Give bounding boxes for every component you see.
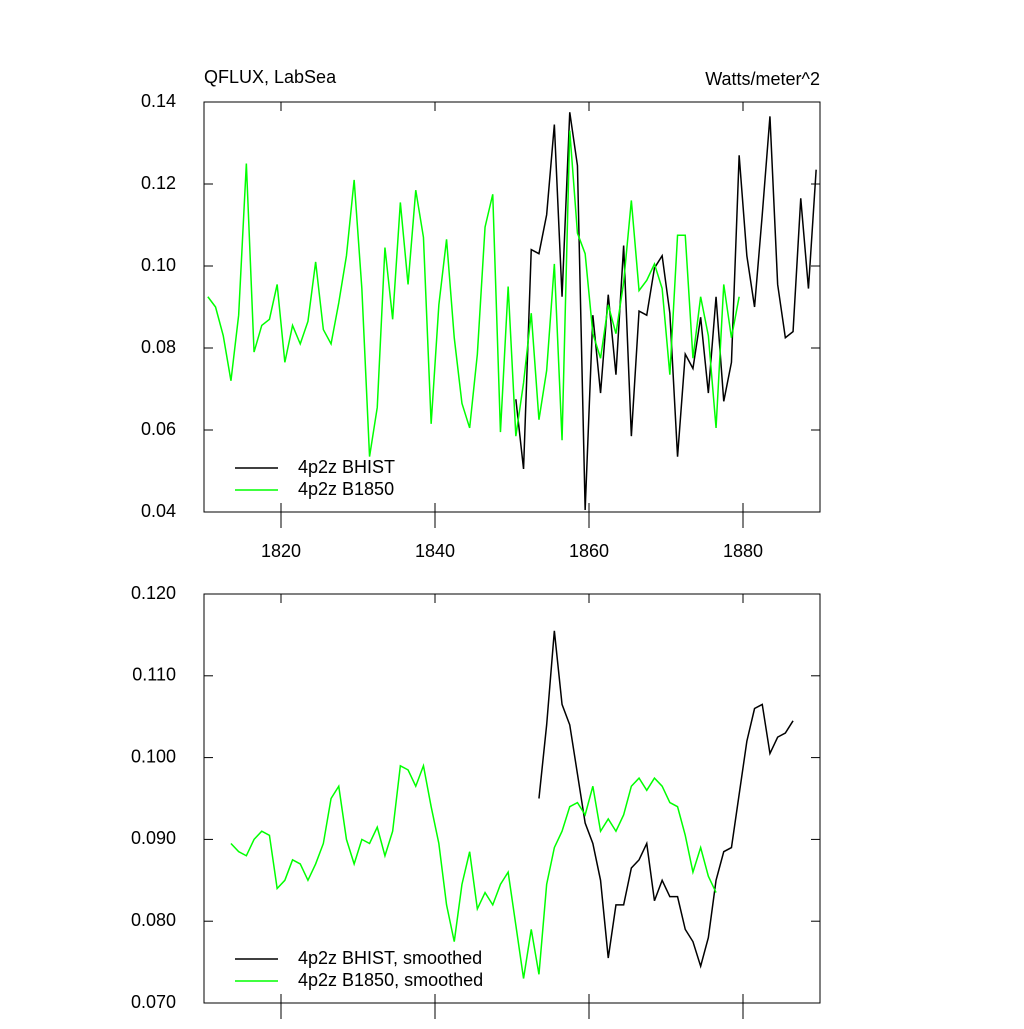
y-tick-label: 0.08 <box>141 337 176 357</box>
y-tick-label: 0.12 <box>141 173 176 193</box>
y-tick-label: 0.080 <box>131 910 176 930</box>
y-tick-label: 0.110 <box>132 665 176 685</box>
chart-title: QFLUX, LabSea <box>204 67 337 87</box>
y-tick-label: 0.10 <box>141 255 176 275</box>
y-tick-label: 0.04 <box>141 501 176 521</box>
plot-frame <box>203 593 821 1004</box>
y-tick-label: 0.06 <box>141 419 176 439</box>
units-label: Watts/meter^2 <box>705 69 820 89</box>
legend-label: 4p2z B1850 <box>298 479 394 499</box>
y-tick-label: 0.090 <box>131 828 176 848</box>
x-tick-label: 1880 <box>723 541 763 561</box>
y-tick-label: 0.100 <box>131 746 176 766</box>
line-series <box>515 112 817 510</box>
x-tick-label: 1840 <box>415 541 455 561</box>
legend-label: 4p2z B1850, smoothed <box>298 970 483 990</box>
plot-frame <box>203 101 821 513</box>
y-tick-label: 0.070 <box>131 992 176 1012</box>
x-tick-label: 1860 <box>569 541 609 561</box>
line-series <box>538 630 794 969</box>
legend-label: 4p2z BHIST <box>298 457 395 477</box>
y-tick-label: 0.14 <box>141 91 176 111</box>
x-tick-label: 1820 <box>261 541 301 561</box>
line-series <box>207 130 740 457</box>
line-series <box>230 763 717 979</box>
legend-label: 4p2z BHIST, smoothed <box>298 948 482 968</box>
y-tick-label: 0.120 <box>131 583 176 603</box>
